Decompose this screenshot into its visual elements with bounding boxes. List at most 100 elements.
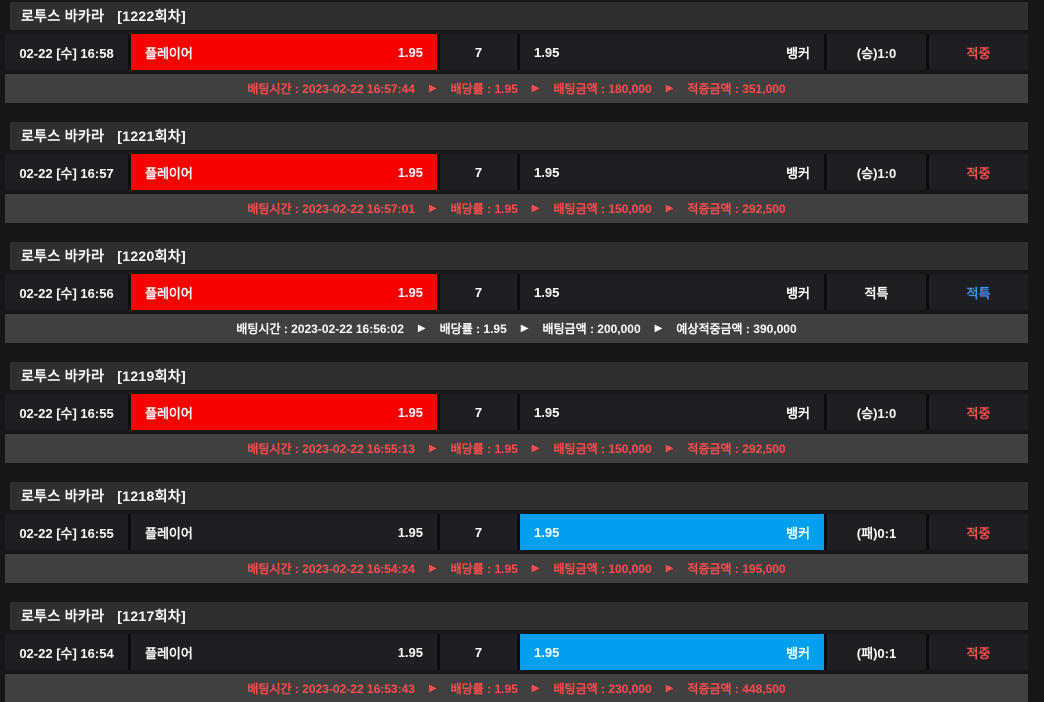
round-number: [1222회차] [117, 8, 186, 24]
status-label: 적중 [929, 634, 1028, 670]
round-title-bar: 로투스 바카라 [1218회차] [10, 482, 1028, 510]
round-number: [1219회차] [117, 368, 186, 384]
banker-label: 뱅커 [786, 285, 810, 301]
tie-odds-cell: 7 [440, 154, 517, 190]
bet-detail-row: 배팅시간 : 2023-02-22 16:53:43 ▶ 배당률 : 1.95 ▶ 배팅… [5, 674, 1028, 702]
bet-block: 로투스 바카라 [1221회차] 02-22 [수] 16:57 플레이어 1.… [0, 120, 1044, 240]
player-odds: 1.95 [397, 404, 423, 420]
banker-cell: 1.95 뱅커 [520, 394, 824, 430]
bet-detail-row: 배팅시간 : 2023-02-22 16:57:01 ▶ 배당률 : 1.95 ▶ 배팅… [5, 194, 1028, 223]
bet-block: 로투스 바카라 [1222회차] 02-22 [수] 16:58 플레이어 1.… [0, 0, 1044, 120]
game-name: 로투스 바카라 [21, 488, 105, 504]
result-score: (패)0:1 [827, 634, 926, 670]
round-title-bar: 로투스 바카라 [1222회차] [10, 2, 1028, 30]
detail-segment: 배팅시간 : 2023-02-22 16:55:13 [247, 442, 415, 456]
bet-block: 로투스 바카라 [1217회차] 02-22 [수] 16:54 플레이어 1.… [0, 600, 1044, 702]
arrow-right-icon: ▶ [531, 82, 540, 94]
detail-segment: 배당률 : 1.95 [450, 682, 518, 696]
tie-odds-cell: 7 [440, 274, 517, 310]
tie-odds-cell: 7 [440, 634, 517, 670]
banker-cell: 1.95 뱅커 [520, 514, 824, 550]
banker-cell: 1.95 뱅커 [520, 274, 824, 310]
detail-segment: 배팅시간 : 2023-02-22 16:54:24 [247, 562, 415, 576]
banker-odds: 1.95 [534, 524, 560, 540]
bet-block: 로투스 바카라 [1218회차] 02-22 [수] 16:55 플레이어 1.… [0, 480, 1044, 600]
bet-detail-row: 배팅시간 : 2023-02-22 16:57:44 ▶ 배당률 : 1.95 ▶ 배팅… [5, 74, 1028, 103]
bet-datetime: 02-22 [수] 16:57 [5, 154, 128, 190]
banker-odds: 1.95 [534, 404, 560, 420]
game-name: 로투스 바카라 [21, 368, 105, 384]
arrow-right-icon: ▶ [665, 562, 674, 574]
arrow-right-icon: ▶ [428, 82, 437, 94]
player-label: 플레이어 [145, 645, 193, 661]
banker-odds: 1.95 [534, 644, 560, 660]
result-score: (승)1:0 [827, 34, 926, 70]
detail-segment: 배팅시간 : 2023-02-22 16:53:43 [247, 682, 415, 696]
player-odds: 1.95 [397, 44, 423, 60]
detail-segment: 배당률 : 1.95 [450, 562, 518, 576]
arrow-right-icon: ▶ [665, 202, 674, 214]
banker-label: 뱅커 [786, 645, 810, 661]
game-name: 로투스 바카라 [21, 248, 105, 264]
bet-row: 02-22 [수] 16:54 플레이어 1.95 7 1.95 뱅커 (패)0… [5, 634, 1028, 670]
detail-segment: 배당률 : 1.95 [439, 322, 507, 336]
banker-label: 뱅커 [786, 525, 810, 541]
round-number: [1218회차] [117, 488, 186, 504]
result-score: 적특 [827, 274, 926, 310]
bet-row: 02-22 [수] 16:55 플레이어 1.95 7 1.95 뱅커 (승)1… [5, 394, 1028, 430]
player-odds: 1.95 [397, 164, 423, 180]
arrow-right-icon: ▶ [531, 202, 540, 214]
detail-segment: 배당률 : 1.95 [450, 202, 518, 216]
detail-segment: 배팅금액 : 150,000 [553, 442, 652, 456]
bet-row: 02-22 [수] 16:55 플레이어 1.95 7 1.95 뱅커 (패)0… [5, 514, 1028, 550]
arrow-right-icon: ▶ [428, 202, 437, 214]
bet-row: 02-22 [수] 16:58 플레이어 1.95 7 1.95 뱅커 (승)1… [5, 34, 1028, 70]
bet-row: 02-22 [수] 16:57 플레이어 1.95 7 1.95 뱅커 (승)1… [5, 154, 1028, 190]
banker-cell: 1.95 뱅커 [520, 34, 824, 70]
player-cell: 플레이어 1.95 [131, 274, 437, 310]
round-number: [1217회차] [117, 608, 186, 624]
banker-odds: 1.95 [534, 164, 560, 180]
round-title-bar: 로투스 바카라 [1220회차] [10, 242, 1028, 270]
banker-label: 뱅커 [786, 45, 810, 61]
player-cell: 플레이어 1.95 [131, 34, 437, 70]
arrow-right-icon: ▶ [665, 682, 674, 694]
detail-segment: 배팅시간 : 2023-02-22 16:57:44 [247, 82, 415, 96]
detail-segment: 배당률 : 1.95 [450, 82, 518, 96]
result-score: (승)1:0 [827, 154, 926, 190]
game-name: 로투스 바카라 [21, 8, 105, 24]
detail-segment: 예상적중금액 : 390,000 [676, 322, 797, 336]
bet-block: 로투스 바카라 [1219회차] 02-22 [수] 16:55 플레이어 1.… [0, 360, 1044, 480]
round-title-bar: 로투스 바카라 [1217회차] [10, 602, 1028, 630]
result-score: (패)0:1 [827, 514, 926, 550]
tie-odds-cell: 7 [440, 394, 517, 430]
detail-segment: 적중금액 : 448,500 [687, 682, 786, 696]
round-number: [1220회차] [117, 248, 186, 264]
bet-datetime: 02-22 [수] 16:55 [5, 394, 128, 430]
player-cell: 플레이어 1.95 [131, 514, 437, 550]
detail-segment: 적중금액 : 195,000 [687, 562, 786, 576]
detail-segment: 배팅금액 : 200,000 [542, 322, 641, 336]
arrow-right-icon: ▶ [665, 442, 674, 454]
banker-label: 뱅커 [786, 405, 810, 421]
banker-label: 뱅커 [786, 165, 810, 181]
round-title-bar: 로투스 바카라 [1219회차] [10, 362, 1028, 390]
round-title-bar: 로투스 바카라 [1221회차] [10, 122, 1028, 150]
bet-row: 02-22 [수] 16:56 플레이어 1.95 7 1.95 뱅커 적특 적… [5, 274, 1028, 310]
detail-segment: 배팅금액 : 100,000 [553, 562, 652, 576]
arrow-right-icon: ▶ [428, 682, 437, 694]
arrow-right-icon: ▶ [531, 562, 540, 574]
bet-detail-row: 배팅시간 : 2023-02-22 16:54:24 ▶ 배당률 : 1.95 ▶ 배팅… [5, 554, 1028, 583]
detail-segment: 적중금액 : 351,000 [687, 82, 786, 96]
player-cell: 플레이어 1.95 [131, 634, 437, 670]
banker-cell: 1.95 뱅커 [520, 154, 824, 190]
detail-segment: 배팅시간 : 2023-02-22 16:57:01 [247, 202, 415, 216]
detail-segment: 배팅금액 : 230,000 [553, 682, 652, 696]
detail-segment: 배팅금액 : 150,000 [553, 202, 652, 216]
player-label: 플레이어 [145, 525, 193, 541]
game-name: 로투스 바카라 [21, 128, 105, 144]
tie-odds-cell: 7 [440, 34, 517, 70]
arrow-right-icon: ▶ [520, 322, 529, 334]
bet-block: 로투스 바카라 [1220회차] 02-22 [수] 16:56 플레이어 1.… [0, 240, 1044, 360]
